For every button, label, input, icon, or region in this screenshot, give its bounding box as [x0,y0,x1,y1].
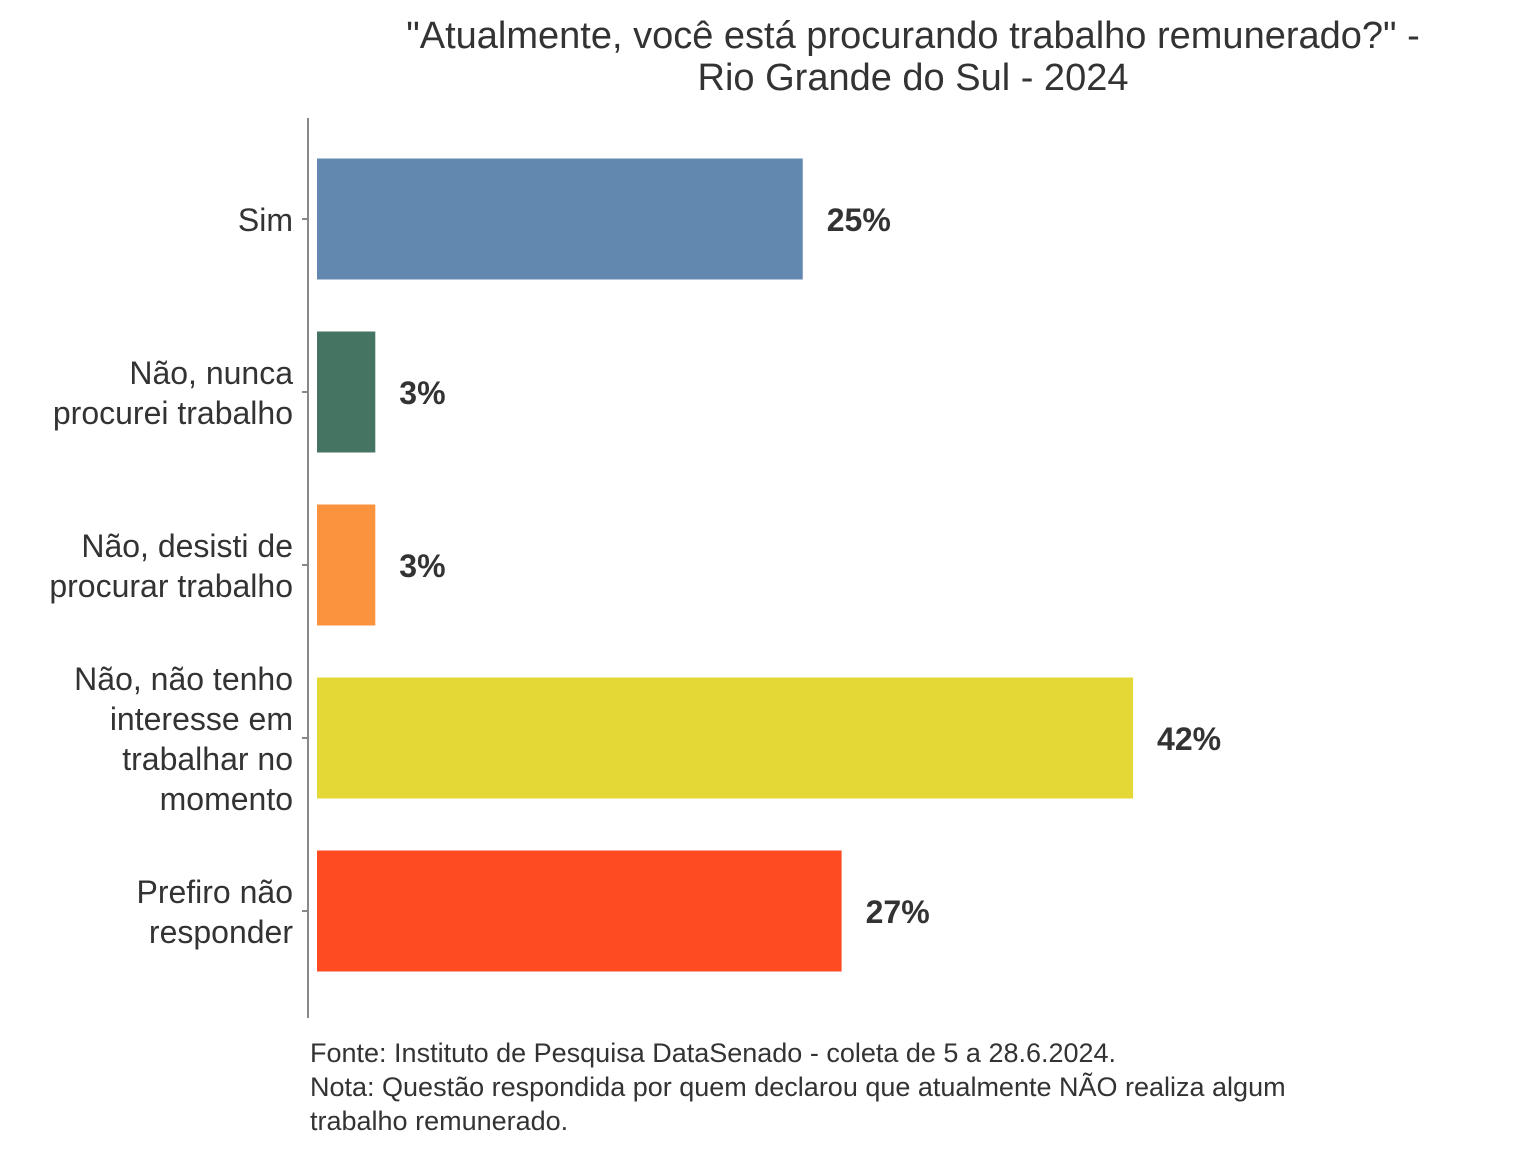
category-label-line: trabalhar no [122,741,293,777]
category-label-3: Não, desisti de procurar trabalho [49,528,293,604]
category-label-line: Não, não tenho [74,661,293,697]
chart-title-line-2: Rio Grande do Sul - 2024 [698,57,1129,99]
bar-4 [317,677,1134,799]
category-label-1: Sim [238,202,293,238]
bar-1 [317,158,803,280]
bar-3 [317,504,376,626]
category-label-5: Prefiro não responder [136,874,293,950]
bar-5 [317,850,842,972]
note-line-1: Nota: Questão respondida por quem declar… [310,1072,1286,1102]
value-label-1: 25% [827,202,891,238]
note-line-2: trabalho remunerado. [310,1106,569,1136]
value-label-4: 42% [1157,721,1221,757]
bar-2 [317,331,376,453]
category-label-line: momento [160,781,293,817]
category-label-line: procurar trabalho [49,568,293,604]
chart-title: "Atualmente, você está procurando trabal… [406,15,1419,99]
category-label-4: Não, não tenho interesse em trabalhar no mo… [74,661,293,817]
value-label-5: 27% [866,894,930,930]
category-label-line: responder [149,914,293,950]
category-label-line: procurei trabalho [53,395,293,431]
category-label-2: Não, nunca procurei trabalho [53,355,293,431]
chart-footer: Fonte: Instituto de Pesquisa DataSenado … [310,1036,1510,1138]
source-note: Fonte: Instituto de Pesquisa DataSenado … [310,1038,1117,1068]
category-label-line: Não, nunca [129,355,293,391]
value-label-2: 3% [399,375,445,411]
category-label-line: interesse em [110,701,293,737]
bars: 25% Sim 3% Não, nunca procurei trabalho 3% Não… [49,158,1221,972]
category-label-line: Não, desisti de [81,528,293,564]
value-label-3: 3% [399,548,445,584]
chart-title-line-1: "Atualmente, você está procurando trabal… [406,15,1419,57]
category-label-line: Sim [238,202,293,238]
category-label-line: Prefiro não [136,874,293,910]
